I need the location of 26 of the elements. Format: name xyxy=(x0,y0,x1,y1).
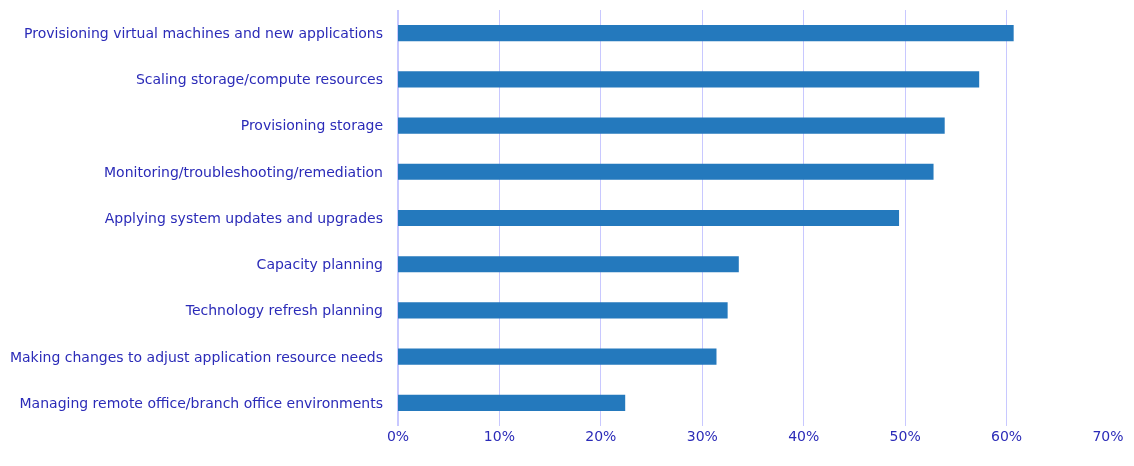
y-tick-label: Provisioning virtual machines and new applications xyxy=(24,25,383,42)
bar xyxy=(398,256,739,273)
x-tick-label: 0% xyxy=(386,428,410,444)
x-tick-label: 40% xyxy=(788,428,820,444)
bar xyxy=(398,348,717,365)
y-tick-label: Scaling storage/compute resources xyxy=(135,71,383,88)
y-tick-label: Managing remote office/branch office environments xyxy=(19,394,383,411)
y-tick-label: Applying system updates and upgrades xyxy=(104,209,383,226)
x-tick-label: 60% xyxy=(991,428,1023,444)
x-tick-label: 20% xyxy=(585,428,617,444)
bar xyxy=(398,25,1014,42)
y-tick-label: Making changes to adjust application resource needs xyxy=(9,348,383,365)
bar xyxy=(398,117,945,134)
bar xyxy=(398,302,728,319)
x-tick-label: 50% xyxy=(889,428,921,444)
bar xyxy=(398,163,934,180)
y-tick-label: Technology refresh planning xyxy=(184,302,383,319)
bar xyxy=(398,394,626,411)
y-tick-label: Capacity planning xyxy=(256,256,383,273)
y-tick-label: Provisioning storage xyxy=(240,117,383,134)
x-tick-label: 30% xyxy=(686,428,718,444)
x-tick-label: 70% xyxy=(1092,428,1124,444)
bar xyxy=(398,209,900,227)
y-tick-label: Monitoring/troubleshooting/remediation xyxy=(104,163,383,180)
bar xyxy=(398,71,980,88)
x-tick-label: 10% xyxy=(483,428,515,444)
